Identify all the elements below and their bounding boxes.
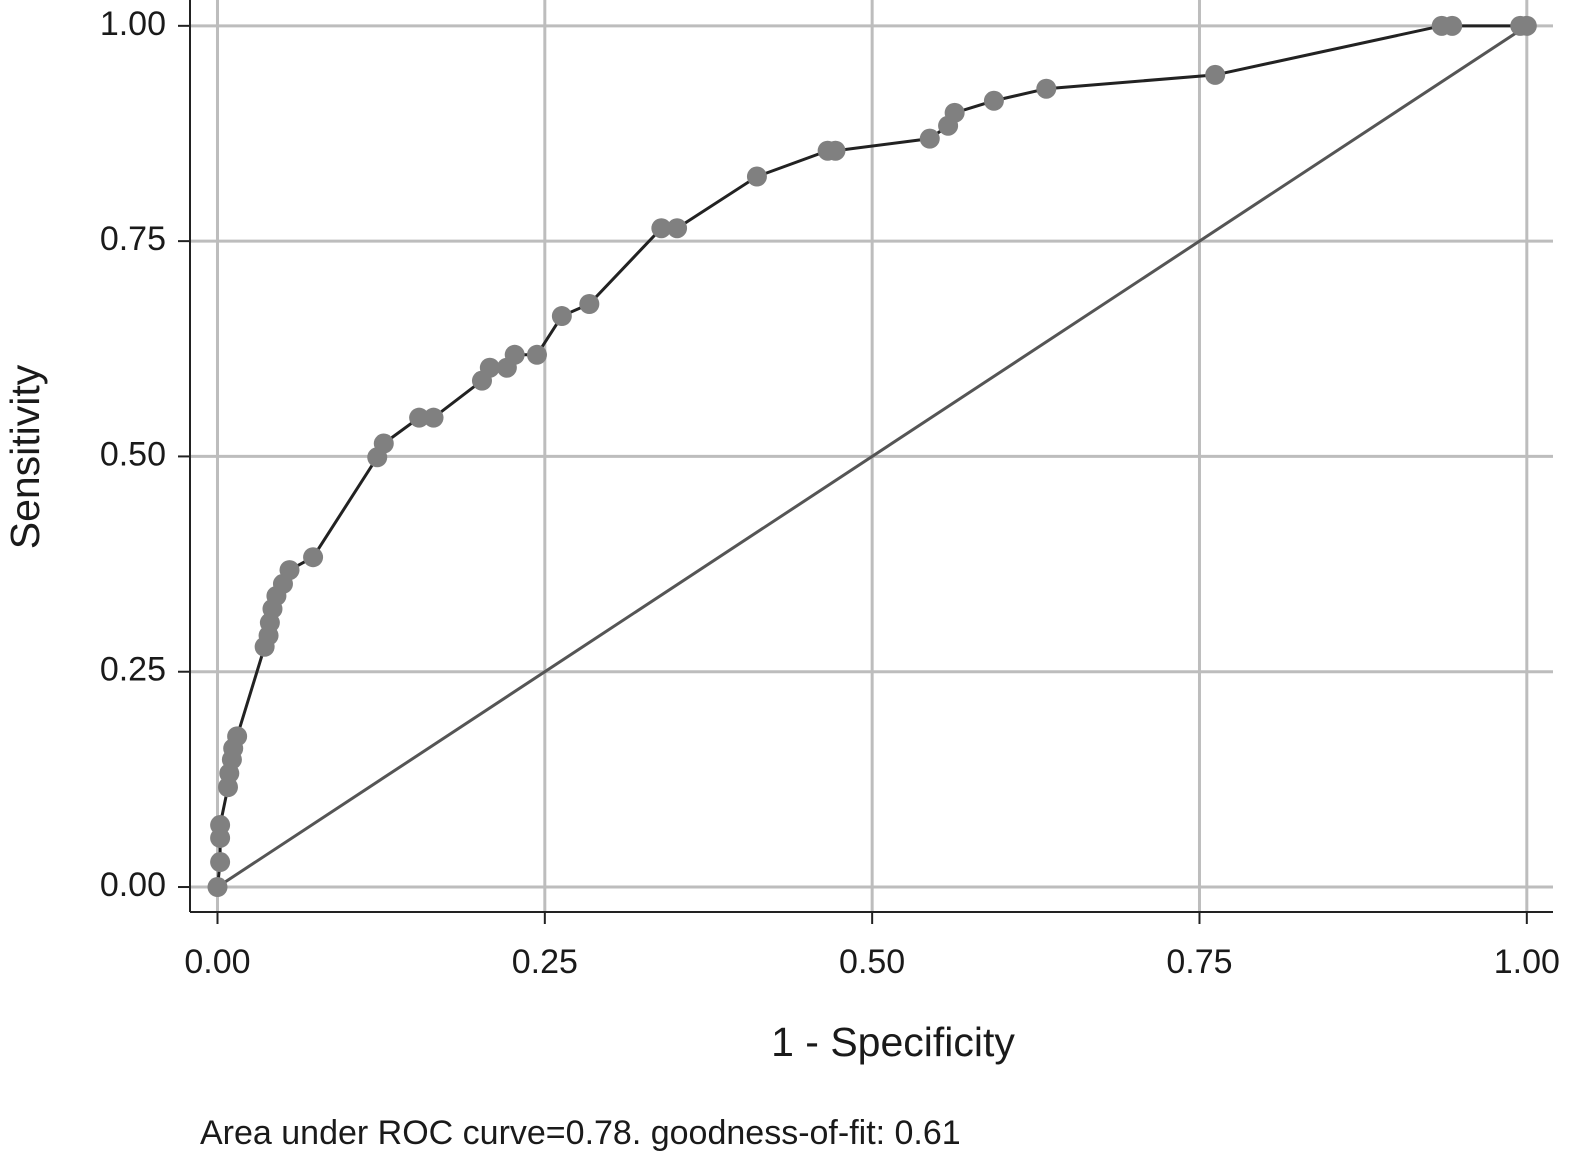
auc-note: Area under ROC curve=0.78. goodness-of-f… xyxy=(200,1114,961,1152)
roc-point xyxy=(423,407,444,428)
roc-point xyxy=(227,726,248,747)
y-tick-label: 0.50 xyxy=(100,435,166,473)
roc-point xyxy=(409,407,430,428)
x-tick-label: 0.25 xyxy=(512,943,578,981)
roc-point xyxy=(373,433,394,454)
roc-point xyxy=(279,560,300,581)
y-axis-title: Sensitivity xyxy=(2,364,48,549)
roc-point xyxy=(551,306,572,327)
roc-point xyxy=(526,344,547,365)
y-tick-label: 0.25 xyxy=(100,651,166,689)
roc-point xyxy=(479,357,500,378)
x-tick-label: 1.00 xyxy=(1494,943,1560,981)
y-tick-label: 0.00 xyxy=(100,866,166,904)
roc-point xyxy=(579,294,600,314)
roc-point xyxy=(504,344,525,365)
roc-point xyxy=(746,166,767,187)
roc-point xyxy=(1205,64,1226,85)
roc-point xyxy=(944,102,965,123)
roc-point xyxy=(1442,15,1463,36)
y-tick-label: 1.00 xyxy=(100,5,166,43)
roc-point xyxy=(825,140,846,161)
roc-point xyxy=(919,128,940,149)
roc-point xyxy=(210,815,231,836)
roc-point xyxy=(303,547,324,568)
x-tick-label: 0.00 xyxy=(184,943,250,981)
roc-point xyxy=(207,877,228,898)
x-tick-label: 0.75 xyxy=(1166,943,1232,981)
x-axis-title: 1 - Specificity xyxy=(771,1019,1015,1065)
y-tick-label: 0.75 xyxy=(100,220,166,258)
reference-line xyxy=(216,24,1528,889)
roc-point xyxy=(1036,78,1057,99)
roc-point xyxy=(983,90,1004,111)
roc-point xyxy=(1516,15,1537,36)
roc-point xyxy=(651,218,672,239)
roc-point xyxy=(210,852,231,873)
x-tick-label: 0.50 xyxy=(839,943,905,981)
roc-point xyxy=(667,218,688,239)
